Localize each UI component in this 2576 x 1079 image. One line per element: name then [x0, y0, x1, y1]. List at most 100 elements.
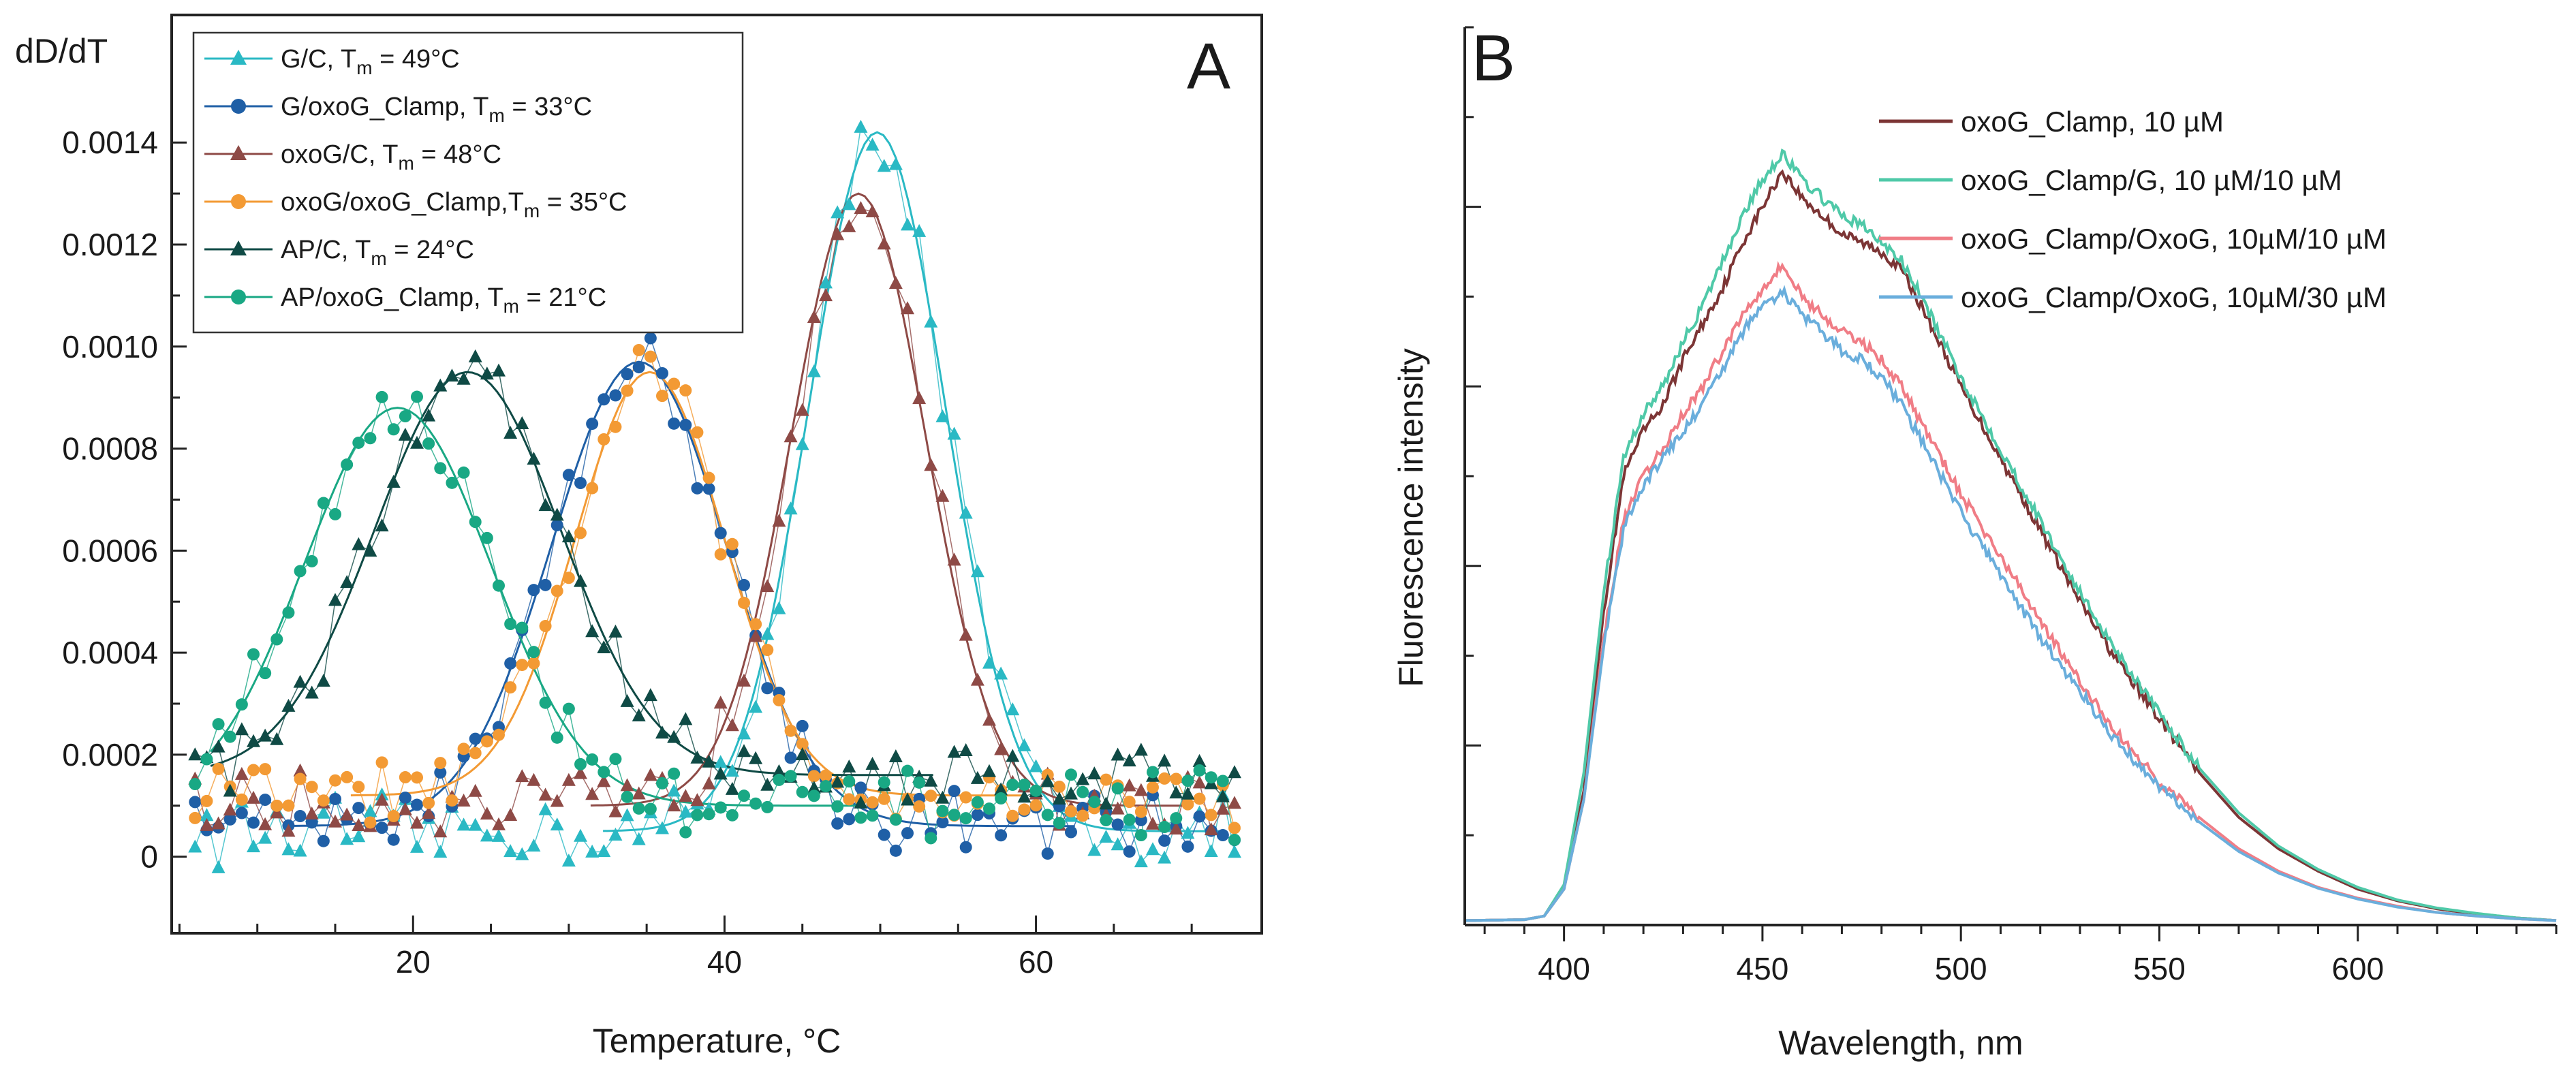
data-point	[621, 368, 634, 381]
data-point	[738, 789, 750, 802]
data-point	[807, 789, 820, 802]
data-point	[807, 770, 820, 783]
data-point	[1053, 780, 1066, 793]
data-point	[901, 301, 914, 315]
data-point	[959, 791, 972, 804]
data-point	[1134, 742, 1148, 756]
data-point	[480, 735, 493, 748]
data-point	[234, 722, 249, 736]
data-point	[620, 808, 634, 822]
data-point	[189, 796, 202, 809]
data-point	[1111, 747, 1125, 761]
data-point	[738, 578, 750, 591]
data-point	[352, 829, 366, 843]
data-point	[1053, 817, 1066, 830]
data-point	[784, 724, 797, 737]
data-point	[515, 847, 529, 860]
data-point	[901, 217, 914, 231]
data-point	[341, 770, 354, 783]
data-point	[1147, 766, 1159, 779]
data-point	[1158, 772, 1171, 785]
data-point	[282, 606, 295, 619]
data-point	[527, 772, 541, 786]
data-point	[783, 429, 798, 443]
data-point	[399, 792, 412, 804]
data-point	[621, 384, 634, 397]
data-point	[234, 766, 249, 780]
data-point	[352, 781, 365, 794]
data-point	[982, 655, 996, 669]
data-point	[1170, 772, 1183, 785]
data-point	[457, 742, 470, 755]
data-point	[760, 579, 775, 593]
data-point	[865, 204, 880, 218]
data-point	[971, 809, 984, 822]
data-point	[1087, 843, 1102, 856]
data-point	[679, 789, 693, 802]
data-point	[235, 793, 248, 806]
data-point	[936, 804, 949, 817]
data-point	[1193, 764, 1206, 777]
x-tick-label: 500	[1935, 951, 1987, 986]
data-point	[586, 418, 599, 431]
data-point	[340, 832, 354, 845]
data-point	[223, 813, 236, 826]
data-point	[643, 768, 657, 781]
legend-marker	[231, 194, 246, 209]
data-point	[223, 802, 237, 816]
data-point	[1216, 775, 1229, 787]
data-point	[691, 809, 704, 822]
data-point	[1181, 786, 1195, 800]
data-point	[608, 828, 623, 841]
y-tick-label: 0.0008	[62, 431, 158, 467]
data-point	[877, 236, 891, 250]
data-point	[504, 618, 517, 631]
data-point	[760, 777, 775, 791]
data-point	[561, 772, 576, 786]
data-point	[959, 627, 973, 641]
data-point	[935, 409, 950, 422]
data-point	[866, 809, 879, 822]
data-point	[760, 627, 775, 640]
data-point	[550, 794, 564, 807]
data-point	[1065, 805, 1077, 818]
data-point	[924, 773, 938, 787]
data-point	[644, 332, 657, 345]
data-point	[947, 426, 961, 440]
data-point	[503, 807, 518, 821]
data-point	[294, 565, 307, 578]
data-point	[468, 349, 482, 362]
data-point	[469, 747, 482, 760]
data-point	[574, 527, 587, 540]
data-point	[632, 361, 645, 374]
y-tick-label: 0.0012	[62, 227, 158, 262]
data-point	[1169, 785, 1183, 799]
panel-a-ylabel: dD/dT	[15, 32, 108, 70]
data-point	[982, 764, 996, 777]
data-point	[480, 807, 494, 820]
data-point	[983, 802, 995, 815]
y-tick-label: 0.0002	[62, 737, 158, 772]
data-point	[726, 537, 739, 550]
data-point	[329, 774, 341, 787]
data-point	[294, 772, 307, 785]
data-point	[586, 482, 599, 495]
panel-a-chart: 20 40 60 0 0.0002 0.0004 0.0006 0.0008 0.0010 0.0…	[15, 14, 1263, 1060]
data-point	[667, 798, 681, 812]
data-point	[456, 793, 471, 807]
data-point	[364, 816, 377, 829]
data-point	[1181, 826, 1195, 839]
data-point	[761, 800, 774, 813]
data-point	[912, 223, 927, 237]
data-point	[434, 766, 447, 779]
data-point	[527, 646, 540, 659]
data-point	[679, 712, 693, 725]
data-point	[598, 393, 610, 406]
data-point	[410, 435, 424, 449]
data-point	[1111, 801, 1125, 815]
data-point	[434, 757, 447, 770]
data-point	[854, 795, 868, 809]
data-point	[820, 780, 832, 793]
data-point	[1215, 801, 1230, 815]
data-point	[713, 755, 728, 768]
